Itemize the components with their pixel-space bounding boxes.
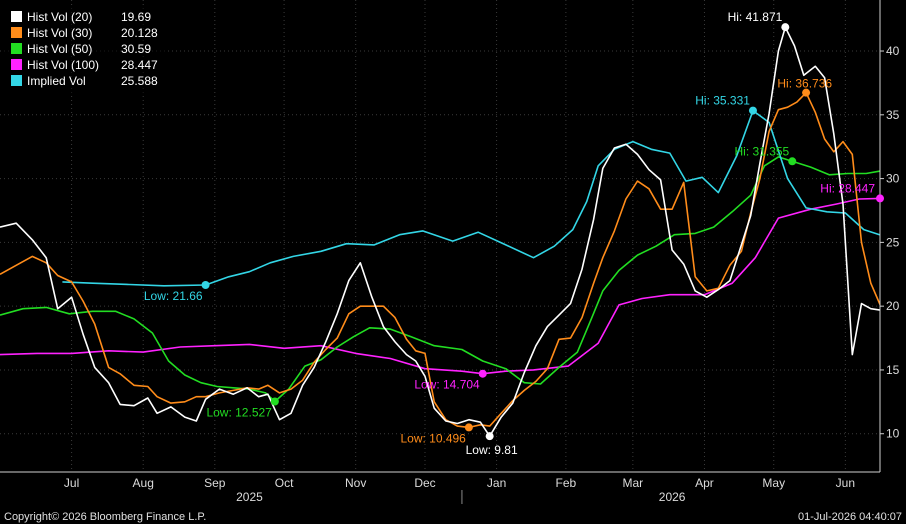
annotation-marker — [201, 280, 210, 289]
timestamp-text: 01-Jul-2026 04:40:07 — [798, 511, 902, 523]
legend-series-value: 28.447 — [121, 58, 158, 72]
year-label: 2026 — [659, 490, 686, 504]
legend-series-value: 25.588 — [121, 74, 158, 88]
x-tick-label: May — [762, 476, 785, 490]
annotation-marker — [464, 423, 473, 432]
annotation-label: Low: 9.81 — [466, 443, 518, 457]
annotation-label: Hi: 36.736 — [777, 77, 832, 91]
x-tick-label: Jul — [64, 476, 79, 490]
legend: Hist Vol (20) 19.69 Hist Vol (30) 20.128 His… — [3, 7, 166, 94]
gridlines — [0, 0, 880, 472]
legend-swatch — [11, 11, 22, 22]
legend-series-name: Implied Vol — [27, 74, 86, 88]
annotation-label: Low: 12.527 — [206, 405, 272, 419]
annotation-label: Low: 10.496 — [400, 431, 466, 445]
annotation-marker — [270, 397, 279, 406]
x-tick-label: Sep — [204, 476, 226, 490]
series-line-hist-vol-20 — [0, 26, 881, 437]
annotation-marker — [802, 88, 811, 97]
year-label: 2025 — [236, 490, 263, 504]
legend-background — [3, 7, 166, 94]
copyright-text: Copyright© 2026 Bloomberg Finance L.P. — [4, 511, 206, 523]
annotation-label: Low: 21.66 — [144, 289, 203, 303]
series-line-hist-vol-50 — [0, 156, 881, 403]
x-tick-label: Mar — [623, 476, 644, 490]
legend-series-value: 30.59 — [121, 42, 151, 56]
annotation-label: Hi: 28.447 — [820, 181, 875, 195]
x-tick-label: Nov — [345, 476, 366, 490]
y-tick-label: 20 — [886, 299, 900, 313]
series-line-implied-vol — [62, 109, 881, 287]
legend-swatch — [11, 43, 22, 54]
annotations: Hi: 41.871 Hi: 36.736 Hi: 35.331 Hi: 31.355… — [144, 10, 884, 457]
legend-swatch — [11, 75, 22, 86]
annotation-label: Hi: 31.355 — [735, 144, 790, 158]
legend-series-value: 20.128 — [121, 26, 158, 40]
y-tick-label: 40 — [886, 44, 900, 58]
annotation-label: Hi: 35.331 — [695, 94, 750, 108]
x-tick-label: Aug — [133, 476, 154, 490]
annotation-marker — [788, 157, 797, 166]
x-tick-label: Feb — [556, 476, 577, 490]
x-tick-label: Jan — [487, 476, 506, 490]
annotation-marker — [485, 432, 494, 441]
x-tick-label: Oct — [275, 476, 294, 490]
legend-series-name: Hist Vol (30) — [27, 26, 92, 40]
annotation-label: Hi: 41.871 — [728, 10, 783, 24]
x-tick-label: Jun — [836, 476, 855, 490]
legend-series-value: 19.69 — [121, 10, 151, 24]
annotation-marker — [876, 194, 884, 203]
x-tick-label: Dec — [414, 476, 435, 490]
y-tick-label: 10 — [886, 427, 900, 441]
annotation-marker — [781, 23, 790, 32]
legend-series-name: Hist Vol (100) — [27, 58, 99, 72]
y-tick-label: 15 — [886, 363, 900, 377]
legend-swatch — [11, 59, 22, 70]
legend-series-name: Hist Vol (20) — [27, 10, 92, 24]
legend-series-name: Hist Vol (50) — [27, 42, 92, 56]
annotation-marker — [478, 369, 487, 378]
y-tick-label: 30 — [886, 172, 900, 186]
annotation-label: Low: 14.704 — [414, 378, 480, 392]
series-line-hist-vol-100 — [0, 197, 881, 375]
y-tick-label: 35 — [886, 108, 900, 122]
y-tick-label: 25 — [886, 235, 900, 249]
x-tick-label: Apr — [695, 476, 714, 490]
annotation-marker — [748, 106, 757, 115]
legend-swatch — [11, 27, 22, 38]
